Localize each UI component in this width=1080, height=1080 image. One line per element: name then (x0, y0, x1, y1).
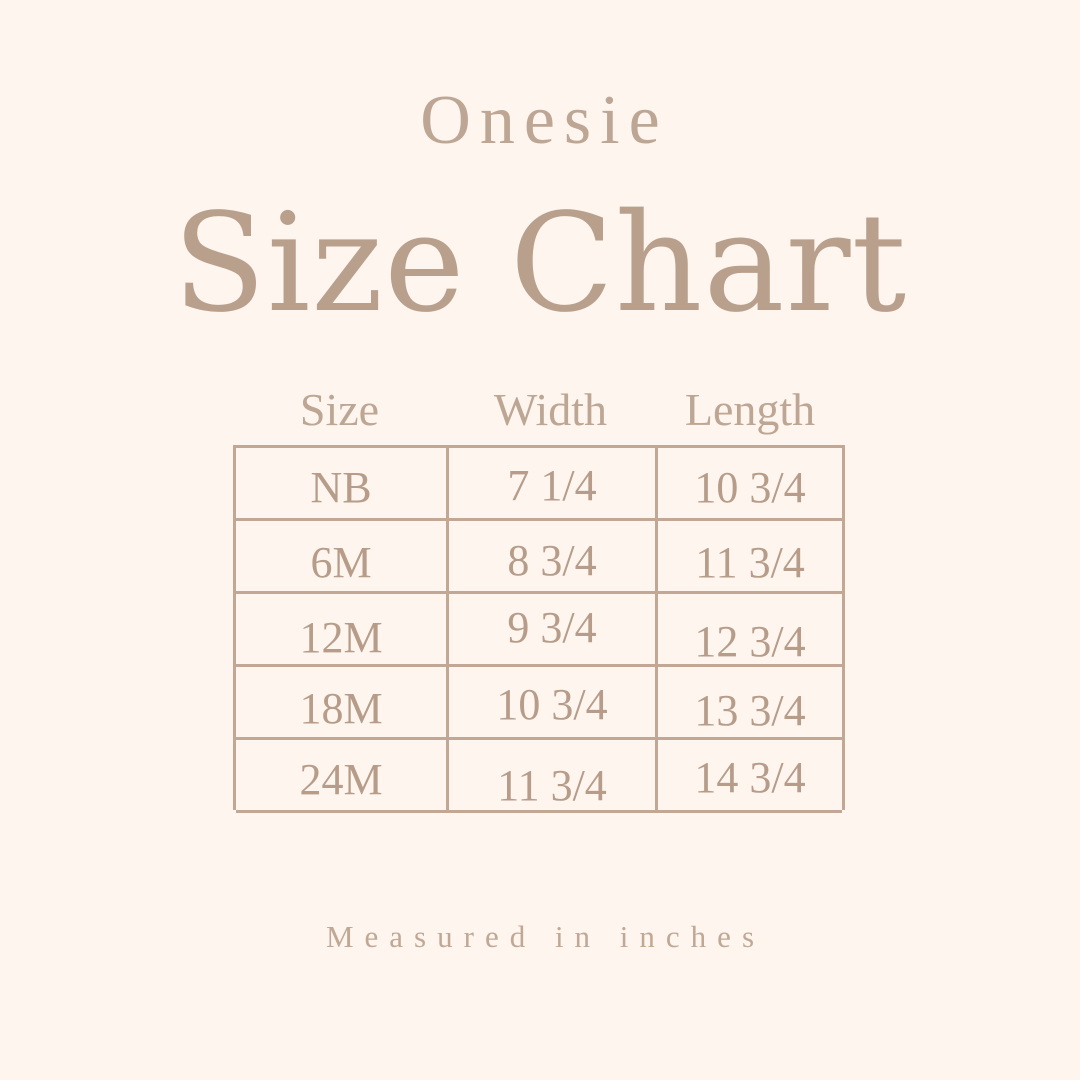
cell-width: 7 1/4 (446, 448, 655, 518)
cell-text: 12 3/4 (694, 617, 806, 666)
cell-width: 9 3/4 (446, 594, 655, 664)
cell-text: 6M (310, 538, 372, 587)
cell-width: 11 3/4 (446, 740, 655, 810)
cell-length: 14 3/4 (655, 740, 842, 810)
table-row: 24M 11 3/4 14 3/4 (236, 740, 842, 813)
cell-text: 10 3/4 (496, 680, 608, 729)
cell-size: 12M (236, 594, 446, 664)
cell-text: NB (310, 463, 372, 512)
cell-size: 18M (236, 667, 446, 737)
size-chart-table: NB 7 1/4 10 3/4 6M 8 3/4 11 3/4 12M 9 3/4 12 3/4… (233, 445, 845, 813)
cell-length: 11 3/4 (655, 521, 842, 591)
cell-text: 18M (299, 684, 383, 733)
cell-text: 11 3/4 (497, 761, 607, 810)
table-column-headers: Size Width Length (233, 381, 845, 439)
measurement-note: Measured in inches (325, 919, 766, 954)
cell-width: 8 3/4 (446, 521, 655, 591)
cell-length: 12 3/4 (655, 594, 842, 664)
cell-size: 6M (236, 521, 446, 591)
cell-text: 13 3/4 (694, 686, 806, 735)
table-row: 6M 8 3/4 11 3/4 (236, 521, 842, 594)
cell-length: 10 3/4 (655, 448, 842, 518)
cell-text: 14 3/4 (694, 753, 806, 802)
column-header-width: Width (493, 384, 608, 435)
page-title: Size Chart (172, 185, 908, 343)
cell-text: 10 3/4 (694, 463, 806, 512)
cell-text: 7 1/4 (507, 461, 597, 510)
cell-text: 12M (299, 613, 383, 662)
cell-text: 8 3/4 (507, 536, 597, 585)
eyebrow-title: Onesie (420, 82, 669, 159)
table-row: 18M 10 3/4 13 3/4 (236, 667, 842, 740)
column-header-length: Length (684, 384, 816, 435)
cell-text: 11 3/4 (695, 538, 805, 587)
table-row: 12M 9 3/4 12 3/4 (236, 594, 842, 667)
cell-length: 13 3/4 (655, 667, 842, 737)
column-header-size: Size (299, 384, 380, 435)
cell-text: 9 3/4 (507, 603, 597, 652)
cell-size: NB (236, 448, 446, 518)
table-row: NB 7 1/4 10 3/4 (236, 448, 842, 521)
cell-size: 24M (236, 740, 446, 810)
cell-text: 24M (299, 755, 383, 804)
cell-width: 10 3/4 (446, 667, 655, 737)
